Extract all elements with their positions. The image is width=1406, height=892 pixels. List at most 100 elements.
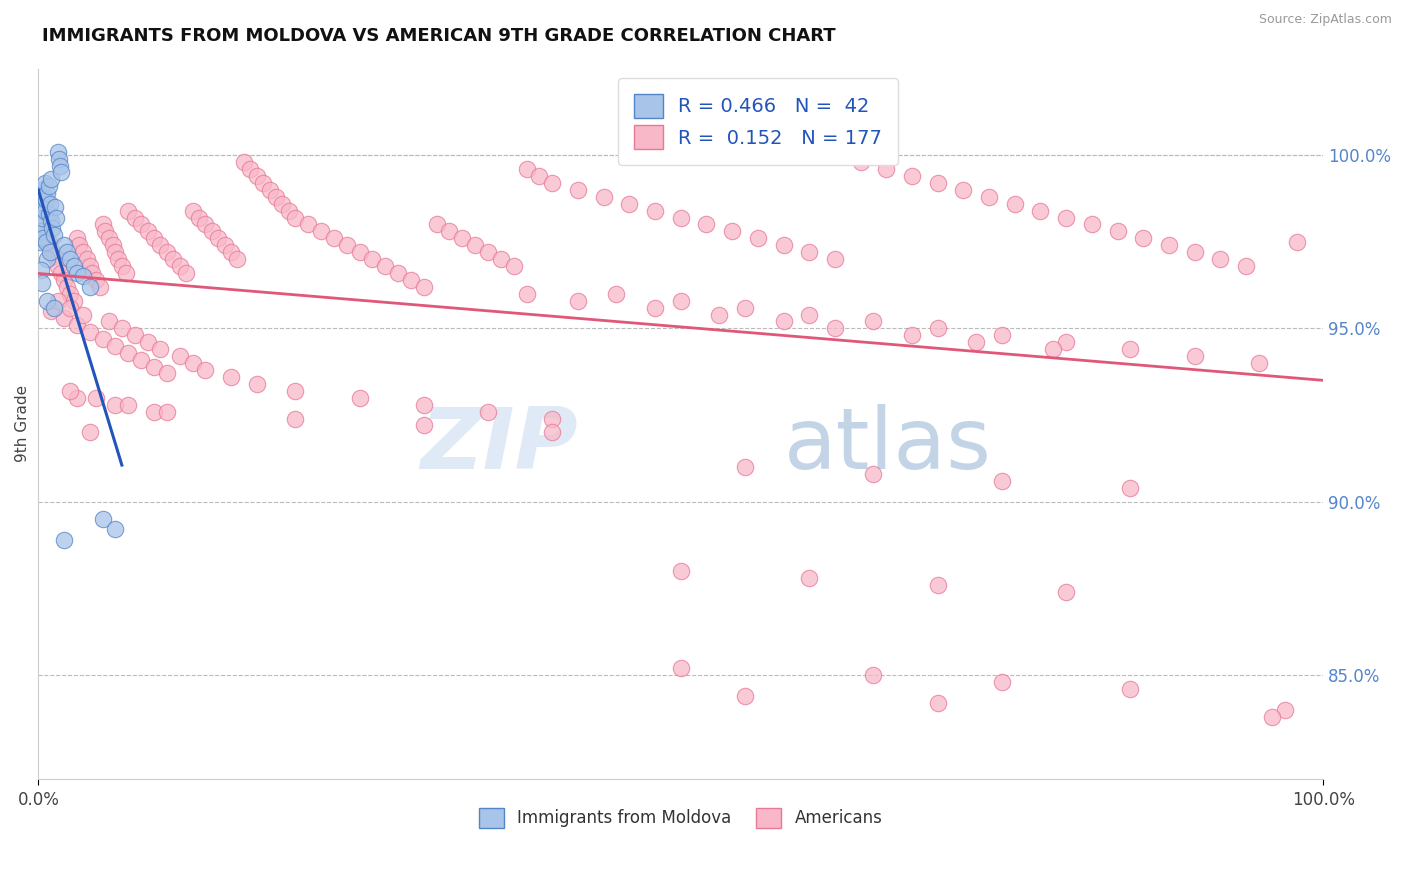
Point [1004, 196, 1026, 211]
Point [79, 259, 101, 273]
Point [35, 193, 58, 207]
Point [79, 280, 101, 294]
Point [529, 169, 551, 183]
Point [53, 311, 76, 326]
Point [98, 231, 121, 245]
Point [44, 200, 66, 214]
Point [349, 391, 371, 405]
Point [1119, 481, 1142, 495]
Point [69, 238, 91, 252]
Point [239, 161, 262, 176]
Point [91, 218, 114, 232]
Point [1261, 709, 1284, 723]
Point [619, 196, 641, 211]
Point [53, 273, 76, 287]
Point [412, 418, 434, 433]
Point [162, 252, 184, 266]
Point [669, 564, 692, 578]
Point [489, 252, 512, 266]
Point [72, 245, 94, 260]
Point [181, 203, 204, 218]
Point [34, 224, 56, 238]
Point [541, 411, 564, 425]
Point [799, 308, 821, 322]
Point [412, 280, 434, 294]
Point [747, 231, 769, 245]
Point [849, 155, 872, 169]
Point [46, 145, 69, 159]
Point [30, 200, 52, 214]
Point [232, 155, 254, 169]
Point [31, 211, 53, 225]
Point [734, 301, 756, 315]
Point [84, 273, 107, 287]
Legend: Immigrants from Moldova, Americans: Immigrants from Moldova, Americans [472, 801, 890, 835]
Point [246, 376, 269, 391]
Point [32, 231, 55, 245]
Point [927, 321, 949, 335]
Point [38, 207, 60, 221]
Point [72, 308, 94, 322]
Point [862, 668, 884, 682]
Point [1184, 349, 1206, 363]
Point [721, 224, 744, 238]
Point [156, 404, 179, 418]
Point [76, 252, 98, 266]
Point [91, 332, 114, 346]
Point [55, 245, 77, 260]
Point [1119, 342, 1142, 356]
Point [143, 404, 166, 418]
Point [51, 165, 73, 179]
Point [39, 304, 62, 318]
Point [117, 345, 139, 359]
Point [30, 224, 52, 238]
Point [927, 578, 949, 592]
Point [284, 411, 307, 425]
Point [991, 328, 1014, 343]
Point [322, 231, 344, 245]
Point [34, 203, 56, 218]
Point [991, 674, 1014, 689]
Point [772, 238, 794, 252]
Point [104, 339, 127, 353]
Point [862, 467, 884, 481]
Point [502, 259, 524, 273]
Point [59, 286, 82, 301]
Point [111, 321, 134, 335]
Point [42, 249, 65, 263]
Point [541, 425, 564, 440]
Point [194, 363, 217, 377]
Point [117, 398, 139, 412]
Point [38, 179, 60, 194]
Point [124, 328, 146, 343]
Point [1234, 259, 1257, 273]
Point [605, 286, 627, 301]
Point [28, 235, 51, 249]
Point [181, 356, 204, 370]
Text: Source: ZipAtlas.com: Source: ZipAtlas.com [1258, 13, 1392, 27]
Point [129, 352, 152, 367]
Point [439, 224, 461, 238]
Point [89, 280, 111, 294]
Point [45, 211, 67, 225]
Point [66, 231, 89, 245]
Point [42, 227, 65, 242]
Point [31, 183, 53, 197]
Point [124, 211, 146, 225]
Point [567, 183, 589, 197]
Point [1286, 235, 1309, 249]
Point [349, 245, 371, 260]
Point [59, 384, 82, 398]
Point [464, 238, 486, 252]
Point [98, 314, 121, 328]
Point [309, 224, 332, 238]
Point [297, 218, 319, 232]
Point [991, 474, 1014, 488]
Point [63, 293, 86, 308]
Text: IMMIGRANTS FROM MOLDOVA VS AMERICAN 9TH GRADE CORRELATION CHART: IMMIGRANTS FROM MOLDOVA VS AMERICAN 9TH … [42, 27, 835, 45]
Point [387, 266, 409, 280]
Point [143, 359, 166, 374]
Point [277, 203, 299, 218]
Point [1042, 342, 1064, 356]
Point [114, 266, 136, 280]
